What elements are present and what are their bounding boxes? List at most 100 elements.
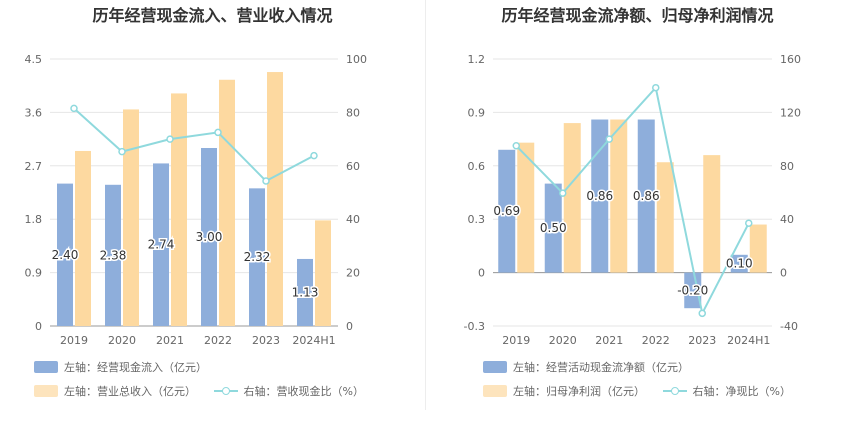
legend-label: 左轴：归母净利润（亿元） xyxy=(513,385,645,398)
legend-item[interactable]: 左轴：经营现金流入（亿元） xyxy=(34,359,207,375)
y-left-tick-label: 0.6 xyxy=(468,160,486,173)
legend-swatch xyxy=(483,361,507,373)
x-tick-label: 2020 xyxy=(549,334,577,347)
legend-row-1: 左轴：经营现金流入（亿元） xyxy=(34,359,221,375)
line-point xyxy=(559,189,567,197)
y-left-tick-label: 0 xyxy=(478,267,485,280)
bar xyxy=(544,183,562,273)
line-point xyxy=(745,219,753,227)
x-tick-label: 2019 xyxy=(60,334,88,347)
y-right-tick-label: 120 xyxy=(780,106,801,119)
chart-canvas: 0 0.9 1.8 2.7 3.6 4.5 0 20 40 60 80 100 2019 2020 2021… xyxy=(25,53,368,347)
data-label: 0.86 xyxy=(633,189,660,203)
bar xyxy=(315,220,331,326)
y-right-tick-label: 160 xyxy=(780,53,801,66)
data-label: 2.32 xyxy=(244,250,271,264)
y-right-tick-label: 100 xyxy=(346,53,367,66)
legend-label: 右轴：营收现金比（%） xyxy=(243,385,364,398)
data-label: 0.50 xyxy=(540,221,567,235)
x-tick-label: 2021 xyxy=(156,334,184,347)
x-tick-label: 2021 xyxy=(595,334,623,347)
legend-label: 左轴：经营现金流入（亿元） xyxy=(64,361,207,374)
bar xyxy=(563,123,581,273)
legend-item[interactable]: 左轴：营业总收入（亿元） xyxy=(34,383,196,399)
y-left-tick-label: -0.3 xyxy=(464,320,485,333)
line-point xyxy=(214,128,222,137)
legend-item[interactable]: 右轴：营收现金比（%） xyxy=(213,383,364,399)
data-label: 2.40 xyxy=(52,248,79,262)
y-left-tick-label: 4.5 xyxy=(25,53,43,66)
y-right-tick-label: 0 xyxy=(780,267,787,280)
bar xyxy=(219,79,235,327)
bar xyxy=(498,149,516,273)
x-tick-label: 2022 xyxy=(204,334,232,347)
bar xyxy=(684,272,702,309)
y-right-tick-label: 60 xyxy=(346,160,360,173)
y-right-tick-label: 80 xyxy=(780,160,794,173)
x-tick-label: 2024H1 xyxy=(292,334,335,347)
legend-label: 左轴：营业总收入（亿元） xyxy=(64,385,196,398)
chart-title: 历年经营现金流净额、归母净利润情况 xyxy=(501,6,774,25)
bar xyxy=(637,119,655,273)
bar xyxy=(656,162,674,273)
y-left-tick-label: 0.9 xyxy=(25,267,43,280)
bar xyxy=(105,184,121,326)
y-left-tick-label: 2.7 xyxy=(25,160,43,173)
bar xyxy=(57,183,73,326)
bar xyxy=(749,224,767,273)
x-tick-label: 2019 xyxy=(502,334,530,347)
legend-line-marker xyxy=(213,385,238,397)
chart-panel-right: 历年经营现金流净额、归母净利润情况 -0.3 0 0.3 0.6 0.9 1.2 -40 0 4… xyxy=(425,0,850,437)
bar xyxy=(267,72,283,326)
y-right-tick-label: -40 xyxy=(780,320,798,333)
line-point xyxy=(310,151,318,160)
bar xyxy=(703,155,721,273)
line-point xyxy=(512,142,520,150)
legend-row-2: 左轴：归母净利润（亿元） 右轴：净现比（%） xyxy=(483,383,805,399)
bar xyxy=(201,148,217,326)
bar xyxy=(591,119,609,273)
bar xyxy=(249,188,265,326)
x-tick-label: 2020 xyxy=(108,334,136,347)
legend-swatch xyxy=(34,361,58,373)
legend-item[interactable]: 右轴：净现比（%） xyxy=(662,383,791,399)
line-point xyxy=(70,104,78,113)
x-tick-label: 2022 xyxy=(642,334,670,347)
y-right-tick-label: 0 xyxy=(346,320,353,333)
data-label: -0.20 xyxy=(677,283,708,297)
panel-divider xyxy=(425,0,426,410)
legend-item[interactable]: 左轴：经营活动现金流净额（亿元） xyxy=(483,359,689,375)
series-line xyxy=(73,107,315,183)
chart-canvas: -0.3 0 0.3 0.6 0.9 1.2 -40 0 40 80 120 160 2019 2020 2… xyxy=(464,53,801,347)
y-right-tick-label: 80 xyxy=(346,106,360,119)
series-line xyxy=(515,85,750,317)
data-label: 3.00 xyxy=(196,230,223,244)
line-point xyxy=(605,135,613,143)
data-label: 0.86 xyxy=(586,189,613,203)
x-tick-label: 2023 xyxy=(252,334,280,347)
legend-label: 左轴：经营活动现金流净额（亿元） xyxy=(513,361,689,374)
chart-panel-left: 历年经营现金流入、营业收入情况 0 0.9 1.8 2.7 3.6 4.5 0 20 40 60 8… xyxy=(25,6,378,399)
line-point xyxy=(698,309,706,318)
legend-line-marker xyxy=(662,385,687,397)
bar xyxy=(171,93,187,326)
legend-label: 右轴：净现比（%） xyxy=(692,385,791,398)
line-point xyxy=(118,147,126,156)
legend-swatch xyxy=(483,385,507,397)
legend-row-2: 左轴：营业总收入（亿元） 右轴：营收现金比（%） xyxy=(34,383,378,399)
y-left-tick-label: 1.2 xyxy=(468,53,486,66)
bar xyxy=(123,109,139,326)
data-label: 1.13 xyxy=(292,285,319,299)
y-right-tick-label: 40 xyxy=(346,213,360,226)
line-point xyxy=(652,83,660,92)
y-left-tick-label: 3.6 xyxy=(25,106,43,119)
x-tick-label: 2024H1 xyxy=(727,334,770,347)
bar xyxy=(75,150,91,326)
chart-title: 历年经营现金流入、营业收入情况 xyxy=(92,6,333,25)
data-label: 0.10 xyxy=(726,257,753,271)
bar xyxy=(153,163,169,326)
legend-item[interactable]: 左轴：归母净利润（亿元） xyxy=(483,383,645,399)
data-label: 2.74 xyxy=(148,238,175,252)
y-right-tick-label: 20 xyxy=(346,267,360,280)
y-left-tick-label: 1.8 xyxy=(25,213,43,226)
